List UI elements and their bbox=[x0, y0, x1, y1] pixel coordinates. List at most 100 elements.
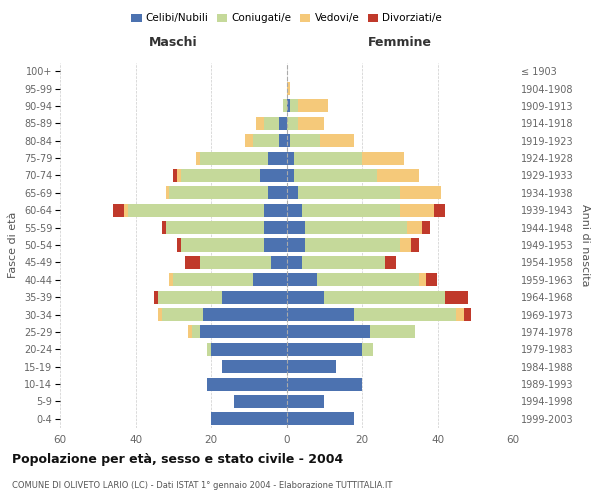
Bar bbox=[287, 378, 362, 390]
Bar bbox=[128, 204, 264, 217]
Bar bbox=[192, 326, 200, 338]
Legend: Celibi/Nubili, Coniugati/e, Vedovi/e, Divorziati/e: Celibi/Nubili, Coniugati/e, Vedovi/e, Di… bbox=[127, 10, 446, 28]
Bar bbox=[207, 378, 287, 390]
Bar bbox=[200, 326, 287, 338]
Bar bbox=[264, 117, 279, 130]
Text: COMUNE DI OLIVETO LARIO (LC) - Dati ISTAT 1° gennaio 2004 - Elaborazione TUTTITA: COMUNE DI OLIVETO LARIO (LC) - Dati ISTA… bbox=[12, 481, 392, 490]
Text: Maschi: Maschi bbox=[149, 36, 197, 49]
Bar bbox=[287, 412, 355, 426]
Bar bbox=[407, 221, 422, 234]
Bar bbox=[298, 186, 400, 200]
Bar bbox=[290, 100, 298, 112]
Bar bbox=[305, 221, 407, 234]
Bar bbox=[196, 152, 200, 164]
Bar bbox=[320, 134, 355, 147]
Text: Femmine: Femmine bbox=[368, 36, 432, 49]
Bar bbox=[294, 152, 362, 164]
Bar bbox=[426, 273, 437, 286]
Bar bbox=[287, 152, 294, 164]
Bar bbox=[233, 395, 287, 408]
Bar bbox=[287, 395, 324, 408]
Bar bbox=[302, 256, 385, 269]
Bar bbox=[181, 238, 264, 252]
Bar bbox=[264, 238, 287, 252]
Bar bbox=[207, 343, 211, 356]
Bar bbox=[181, 169, 260, 182]
Bar bbox=[445, 290, 468, 304]
Bar bbox=[162, 308, 203, 321]
Bar bbox=[279, 117, 287, 130]
Bar bbox=[279, 134, 287, 147]
Bar bbox=[158, 308, 162, 321]
Bar bbox=[419, 273, 426, 286]
Bar bbox=[362, 343, 373, 356]
Bar bbox=[200, 152, 268, 164]
Y-axis label: Fasce di età: Fasce di età bbox=[8, 212, 19, 278]
Bar bbox=[290, 134, 320, 147]
Bar bbox=[287, 117, 298, 130]
Bar bbox=[185, 256, 200, 269]
Bar bbox=[271, 256, 287, 269]
Bar bbox=[411, 238, 419, 252]
Bar bbox=[264, 204, 287, 217]
Bar bbox=[124, 204, 128, 217]
Bar bbox=[362, 152, 404, 164]
Bar bbox=[188, 326, 192, 338]
Bar bbox=[158, 290, 223, 304]
Bar bbox=[422, 221, 430, 234]
Bar bbox=[287, 308, 355, 321]
Bar bbox=[268, 152, 287, 164]
Bar bbox=[169, 186, 268, 200]
Bar bbox=[305, 238, 400, 252]
Bar bbox=[400, 204, 434, 217]
Bar bbox=[169, 273, 173, 286]
Bar bbox=[264, 221, 287, 234]
Bar bbox=[287, 326, 370, 338]
Bar bbox=[287, 82, 290, 95]
Bar bbox=[287, 221, 305, 234]
Bar bbox=[385, 256, 396, 269]
Bar bbox=[302, 204, 400, 217]
Bar bbox=[173, 169, 177, 182]
Bar bbox=[223, 360, 287, 373]
Bar bbox=[113, 204, 124, 217]
Bar bbox=[287, 186, 298, 200]
Bar bbox=[457, 308, 464, 321]
Bar bbox=[253, 134, 279, 147]
Bar bbox=[260, 169, 287, 182]
Bar bbox=[154, 290, 158, 304]
Bar bbox=[287, 169, 294, 182]
Bar bbox=[162, 221, 166, 234]
Bar bbox=[200, 256, 271, 269]
Bar bbox=[287, 256, 302, 269]
Bar bbox=[287, 204, 302, 217]
Bar bbox=[287, 290, 324, 304]
Bar bbox=[166, 221, 264, 234]
Bar bbox=[400, 186, 441, 200]
Bar bbox=[377, 169, 419, 182]
Bar bbox=[245, 134, 253, 147]
Bar bbox=[211, 412, 287, 426]
Bar bbox=[400, 238, 411, 252]
Bar bbox=[355, 308, 457, 321]
Text: Popolazione per età, sesso e stato civile - 2004: Popolazione per età, sesso e stato civil… bbox=[12, 452, 343, 466]
Bar bbox=[317, 273, 419, 286]
Bar bbox=[211, 343, 287, 356]
Bar bbox=[298, 117, 324, 130]
Bar bbox=[283, 100, 287, 112]
Bar bbox=[370, 326, 415, 338]
Y-axis label: Anni di nascita: Anni di nascita bbox=[580, 204, 590, 286]
Bar bbox=[294, 169, 377, 182]
Bar bbox=[177, 169, 181, 182]
Bar bbox=[223, 290, 287, 304]
Bar bbox=[287, 134, 290, 147]
Bar bbox=[287, 273, 317, 286]
Bar bbox=[177, 238, 181, 252]
Bar bbox=[324, 290, 445, 304]
Bar bbox=[287, 360, 335, 373]
Bar bbox=[268, 186, 287, 200]
Bar bbox=[287, 100, 290, 112]
Bar bbox=[287, 343, 362, 356]
Bar bbox=[434, 204, 445, 217]
Bar bbox=[287, 238, 305, 252]
